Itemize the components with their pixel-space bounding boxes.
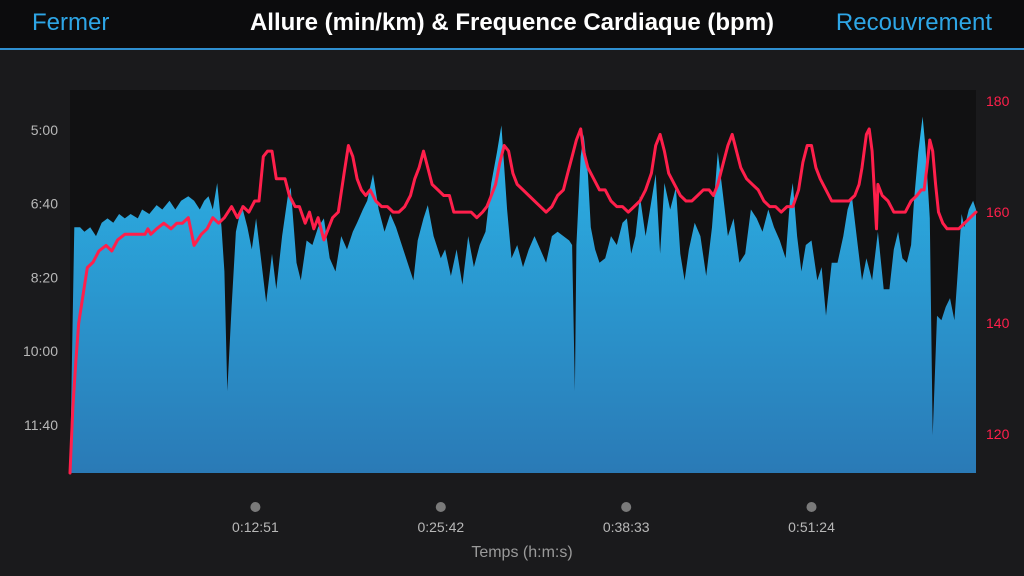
close-button[interactable]: Fermer bbox=[32, 9, 110, 36]
right-axis-tick-label: 140 bbox=[986, 315, 1010, 331]
left-axis-tick-label: 8:20 bbox=[31, 269, 58, 285]
pace-area-series bbox=[70, 116, 976, 473]
x-tick-dot bbox=[435, 502, 446, 512]
x-tick-dot bbox=[250, 502, 261, 512]
pace-heart-rate-chart: 5:00 6:40 8:20 10:00 11:40 180 160 140 120 0:12:5… bbox=[23, 90, 1010, 561]
x-axis-tick-label: 0:25:42 bbox=[417, 519, 464, 535]
x-axis-tick-label: 0:38:33 bbox=[603, 519, 650, 535]
x-tick-dot bbox=[806, 502, 817, 512]
x-axis-tick-label: 0:51:24 bbox=[788, 519, 835, 535]
right-axis-tick-label: 160 bbox=[986, 204, 1010, 220]
right-axis-tick-label: 120 bbox=[986, 426, 1010, 442]
left-axis-tick-label: 10:00 bbox=[23, 343, 58, 359]
left-axis-tick-label: 11:40 bbox=[24, 417, 58, 433]
recovery-button[interactable]: Recouvrement bbox=[835, 9, 992, 36]
x-axis-label: Temps (h:m:s) bbox=[471, 544, 572, 561]
right-axis-tick-label: 180 bbox=[986, 93, 1010, 109]
x-axis-tick-label: 0:12:51 bbox=[232, 519, 279, 535]
left-axis-tick-label: 5:00 bbox=[31, 122, 58, 138]
chart-title: Allure (min/km) & Frequence Cardiaque (b… bbox=[249, 9, 775, 36]
left-axis-tick-label: 6:40 bbox=[31, 196, 58, 212]
header-bar: Fermer Allure (min/km) & Frequence Cardi… bbox=[0, 0, 1024, 50]
heart-rate-line-series bbox=[68, 127, 978, 475]
x-tick-dot bbox=[621, 502, 632, 512]
